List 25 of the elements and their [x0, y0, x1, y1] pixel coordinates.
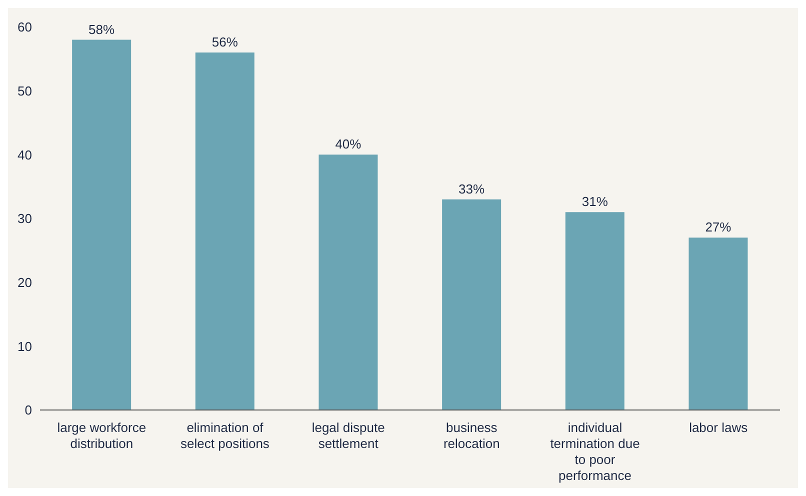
x-tick-label: legal dispute settlement	[312, 420, 385, 451]
y-tick-label: 30	[18, 211, 32, 226]
bar	[195, 52, 254, 410]
x-tick-label: labor laws	[689, 420, 748, 435]
y-tick-label: 20	[18, 274, 32, 290]
y-tick-label: 50	[18, 83, 32, 98]
bar	[565, 212, 624, 410]
data-label: 31%	[582, 194, 608, 210]
y-tick-label: 60	[18, 20, 32, 35]
y-tick-label: 0	[24, 402, 32, 418]
data-label: 40%	[335, 136, 362, 152]
x-tick-label: business relocation	[443, 420, 500, 451]
x-tick-label: large workforce distribution	[57, 420, 146, 451]
x-tick-label: individual termination due to poor performance	[550, 420, 640, 483]
data-label: 58%	[88, 22, 116, 37]
data-label: 27%	[705, 220, 732, 235]
y-tick-label: 40	[18, 147, 32, 162]
bar	[442, 199, 502, 410]
y-tick-label: 10	[18, 338, 32, 354]
x-tick-label: elimination of select positions	[180, 420, 270, 451]
bar	[688, 238, 748, 410]
data-label: 56%	[212, 34, 238, 50]
data-label: 33%	[458, 181, 486, 196]
bar	[318, 154, 378, 410]
bar	[72, 40, 132, 410]
